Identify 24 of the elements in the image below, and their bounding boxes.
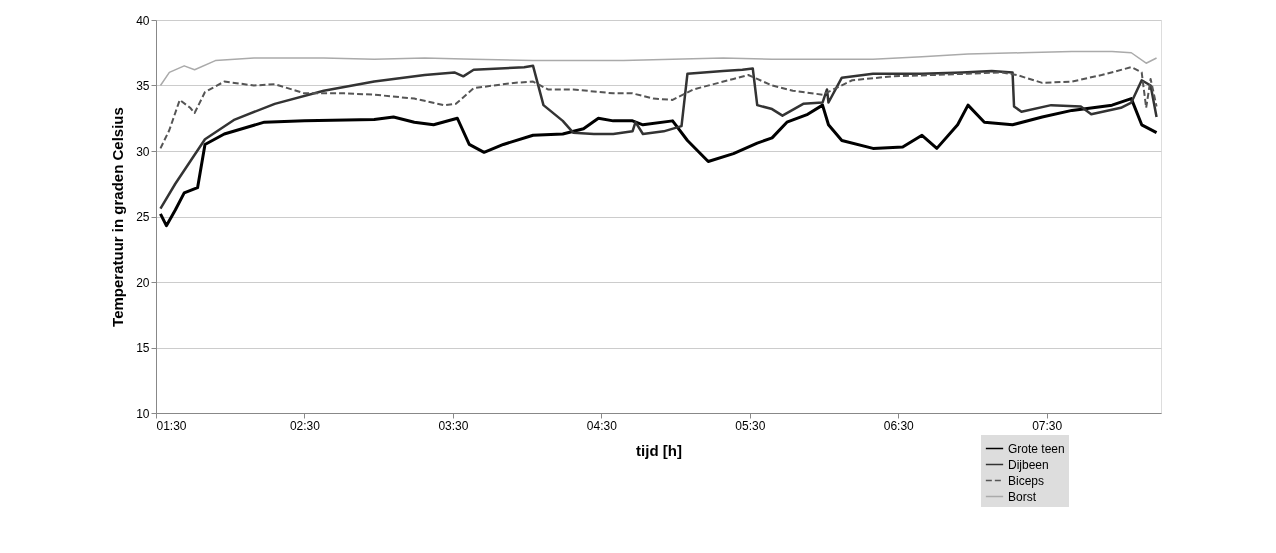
x-tick-label: 07:30 [1032, 418, 1063, 433]
y-tick-label: 40 [136, 13, 150, 28]
x-axis-title: tijd [h] [636, 441, 682, 459]
y-tick-label: 30 [136, 144, 150, 159]
line-series [159, 66, 1158, 150]
x-tick-label: 04:30 [586, 418, 618, 433]
x-tick-label: 02:30 [289, 418, 321, 433]
x-tick-label: 05:30 [735, 418, 766, 433]
y-tick-label: 25 [136, 210, 150, 224]
x-tick-label: 03:30 [438, 418, 469, 433]
legend-label: Borst [1008, 489, 1037, 504]
x-tick-label: 06:30 [883, 418, 915, 433]
legend-label: Grote teen [1008, 441, 1065, 456]
line-series [159, 64, 1158, 210]
legend-label: Biceps [1008, 473, 1045, 488]
x-tick-label: 01:30 [156, 418, 187, 433]
y-tick-label: 35 [136, 79, 150, 93]
legend-label: Dijbeen [1008, 457, 1049, 472]
y-tick-label: 20 [136, 275, 150, 290]
y-tick-label: 10 [136, 406, 150, 421]
line-series [159, 50, 1158, 87]
y-tick-label: 15 [136, 341, 150, 355]
line-series [158, 97, 1159, 228]
y-axis-title: Temperatuur in graden Celsius [109, 107, 127, 327]
